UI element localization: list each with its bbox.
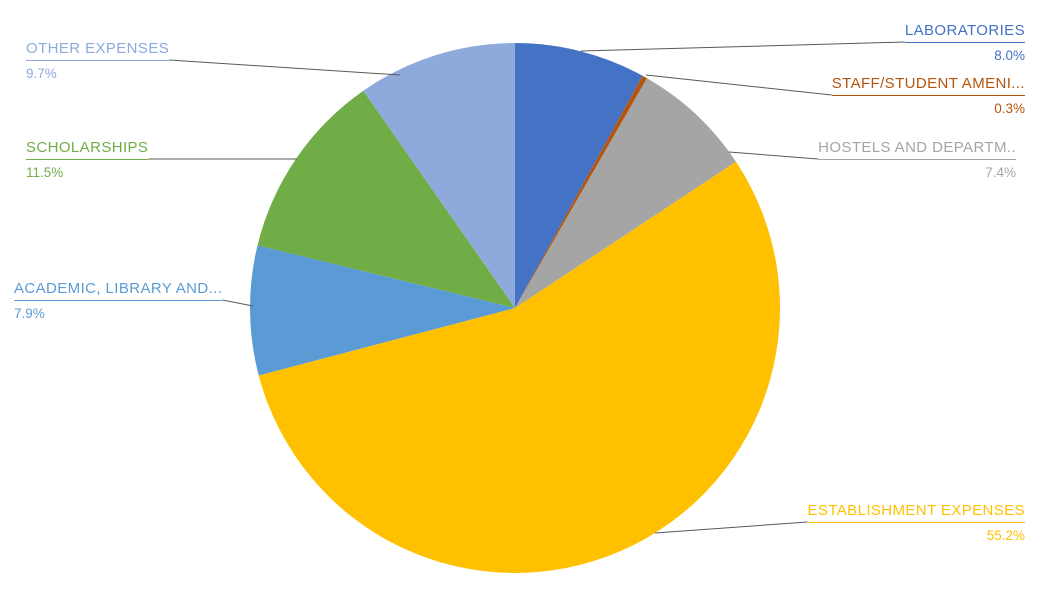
leader-line-1 bbox=[645, 74, 832, 96]
pie-slice-1[interactable] bbox=[515, 75, 648, 308]
callout-academic-library: ACADEMIC, LIBRARY AND... 7.9% bbox=[14, 281, 223, 321]
callout-scholarships: SCHOLARSHIPS 11.5% bbox=[26, 140, 149, 180]
callout-category-label: STAFF/STUDENT AMENI... bbox=[831, 76, 1025, 96]
callout-other-expenses: OTHER EXPENSES 9.7% bbox=[26, 41, 170, 81]
callout-percent-label: 7.4% bbox=[985, 165, 1016, 180]
pie-slice-0[interactable] bbox=[515, 43, 643, 308]
callout-category-label: ESTABLISHMENT EXPENSES bbox=[807, 503, 1025, 523]
pie-slice-6[interactable] bbox=[363, 43, 515, 308]
callout-category-label: SCHOLARSHIPS bbox=[26, 140, 149, 160]
leader-line-3 bbox=[654, 521, 808, 534]
callout-percent-label: 9.7% bbox=[26, 66, 57, 81]
callout-percent-label: 11.5% bbox=[26, 165, 64, 180]
callout-percent-label: 55.2% bbox=[986, 528, 1025, 543]
pie-slice-4[interactable] bbox=[249, 245, 515, 376]
callout-category-label: LABORATORIES bbox=[904, 23, 1025, 43]
pie-slice-3[interactable] bbox=[258, 161, 780, 573]
callout-hostels-and-departments: HOSTELS AND DEPARTM.. 7.4% bbox=[818, 140, 1016, 180]
callout-laboratories: LABORATORIES 8.0% bbox=[904, 23, 1025, 63]
leader-line-0 bbox=[580, 41, 905, 52]
callout-percent-label: 0.3% bbox=[994, 101, 1025, 116]
callout-percent-label: 7.9% bbox=[14, 306, 45, 321]
callout-category-label: ACADEMIC, LIBRARY AND... bbox=[14, 281, 223, 301]
callout-establishment-expenses: ESTABLISHMENT EXPENSES 55.2% bbox=[807, 503, 1025, 543]
pie-slice-5[interactable] bbox=[257, 90, 515, 309]
pie-slice-2[interactable] bbox=[515, 78, 737, 308]
callout-category-label: HOSTELS AND DEPARTM.. bbox=[818, 140, 1016, 160]
leader-line-4 bbox=[222, 299, 254, 307]
callout-staff-student-amenities: STAFF/STUDENT AMENI... 0.3% bbox=[831, 76, 1025, 116]
callout-percent-label: 8.0% bbox=[994, 48, 1025, 63]
leader-line-6 bbox=[169, 59, 401, 76]
leader-line-2 bbox=[728, 151, 819, 160]
callout-category-label: OTHER EXPENSES bbox=[26, 41, 170, 61]
